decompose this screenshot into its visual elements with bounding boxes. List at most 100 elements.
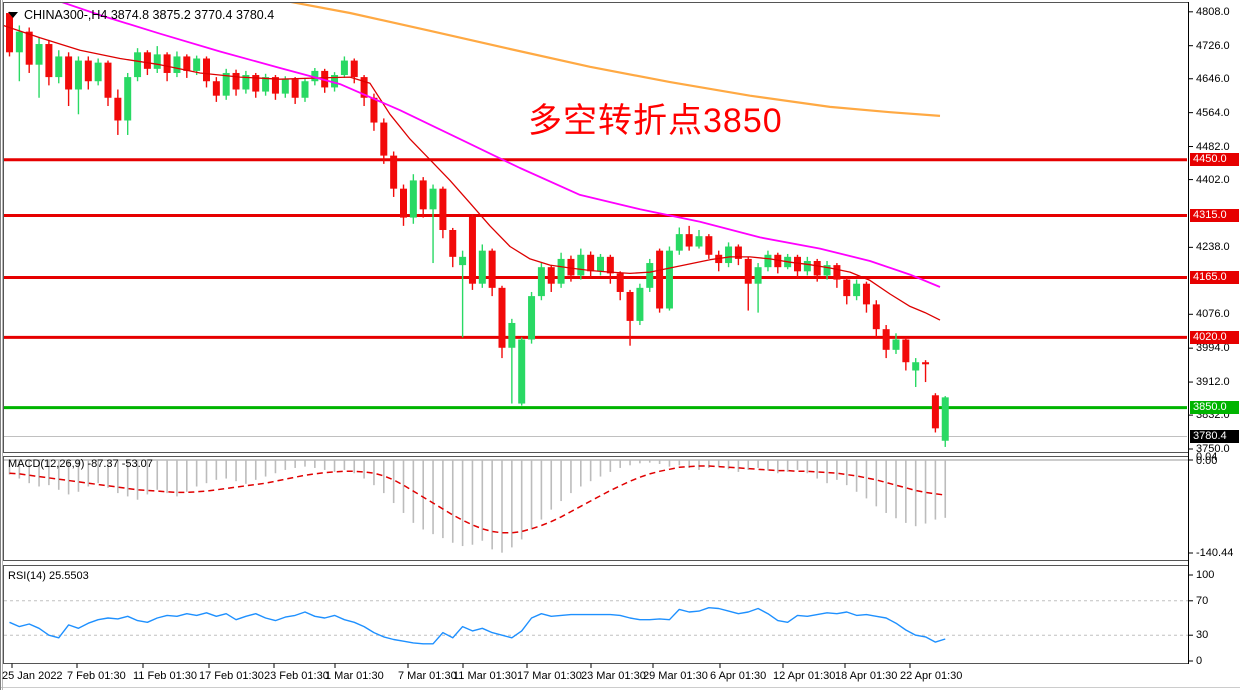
macd-max-label: 0.04 — [1196, 451, 1218, 463]
rsi-tick-label: 0 — [1196, 655, 1203, 667]
date-label: 17 Mar 01:30 — [517, 670, 582, 682]
price-tick-label: 4646.0 — [1196, 72, 1230, 85]
candle-body — [587, 254, 595, 272]
candle-body — [439, 188, 447, 230]
candle-body — [794, 256, 801, 272]
candle-body — [104, 62, 112, 98]
candle-body — [429, 188, 437, 210]
date-label: 18 Apr 01:30 — [835, 670, 898, 682]
candle-body — [754, 267, 762, 284]
price-level-badge: 4165.0 — [1190, 271, 1239, 284]
chart-dropdown-caret-icon[interactable] — [8, 12, 18, 18]
price-tick-label: 3912.0 — [1196, 376, 1230, 389]
price-tick-label: 4482.0 — [1196, 140, 1230, 153]
candle-body — [281, 79, 289, 94]
price-level-badge: 3850.0 — [1190, 401, 1239, 415]
candle-body — [400, 188, 407, 218]
candle-body — [833, 265, 841, 280]
date-label: 29 Mar 01:30 — [643, 670, 708, 682]
candle-body — [626, 291, 634, 321]
candle-body — [25, 31, 33, 65]
candle-body — [508, 322, 516, 348]
candle-body — [291, 79, 299, 98]
candle-body — [646, 263, 654, 288]
candle-body — [380, 122, 388, 156]
macd-signal-line — [9, 465, 946, 534]
candle-body — [183, 56, 191, 71]
price-tick-label: 4402.0 — [1196, 173, 1230, 186]
candle-body — [163, 54, 171, 73]
candle-body — [340, 60, 348, 76]
candle-body — [242, 75, 250, 90]
candle-body — [370, 97, 378, 123]
candle-body — [862, 283, 870, 305]
candle-body — [597, 256, 604, 272]
candle-body — [922, 362, 930, 365]
rsi-tick-label: 30 — [1196, 629, 1209, 642]
candle-body — [409, 180, 417, 218]
candle-body — [685, 234, 693, 247]
price-level-badge: 4450.0 — [1190, 153, 1239, 167]
annotation-text: 多空转折点3850 — [528, 102, 783, 140]
candle-body — [695, 236, 703, 247]
ma-red-line — [4, 25, 941, 321]
candle-body — [823, 265, 831, 276]
rsi-tick-label: 70 — [1196, 594, 1209, 607]
ma-orange-line — [290, 3, 941, 117]
candle-body — [94, 62, 102, 82]
candle-body — [193, 58, 201, 71]
chart-title-bar: CHINA300-,H4 3874.8 3875.2 3770.4 3780.4 — [8, 7, 274, 23]
price-tick-label: 4076.0 — [1196, 308, 1230, 321]
main-chart-group[interactable] — [3, 0, 1188, 447]
candle-body — [459, 256, 467, 266]
candle-body — [262, 77, 270, 92]
candle-body — [606, 256, 614, 274]
candle-body — [912, 362, 920, 371]
date-label: 1 Mar 01:30 — [325, 670, 384, 682]
candle-body — [65, 56, 73, 90]
candle-body — [941, 397, 949, 441]
candle-body — [331, 75, 339, 88]
rsi-tick-label: 100 — [1196, 569, 1215, 581]
candle-body — [764, 254, 772, 268]
date-label: 23 Mar 01:30 — [581, 670, 646, 682]
candle-body — [774, 254, 782, 268]
rsi-indicator-label: RSI(14) 25.5503 — [8, 570, 89, 582]
candle-body — [488, 250, 496, 288]
candle-body — [656, 250, 664, 309]
macd-zero-label: 0.00 — [1196, 455, 1218, 467]
macd-panel-group[interactable] — [4, 459, 1188, 553]
candle-body — [567, 258, 575, 276]
candle-body — [55, 56, 63, 78]
date-label: 11 Mar 01:30 — [453, 670, 518, 682]
main-panel-border — [3, 2, 1189, 453]
candle-body — [547, 267, 555, 284]
candle-body — [498, 287, 506, 348]
candle-body — [803, 260, 811, 272]
date-label: 17 Feb 01:30 — [199, 670, 264, 682]
candle-body — [518, 339, 526, 404]
candle-body — [813, 260, 821, 276]
candle-body — [528, 296, 536, 340]
candle-body — [616, 273, 624, 292]
rsi-panel-group[interactable] — [4, 600, 1188, 645]
candle-body — [675, 234, 683, 251]
candle-body — [222, 72, 230, 96]
candle-body — [734, 246, 742, 259]
window-left-edge — [0, 0, 1, 690]
candle-body — [931, 395, 939, 429]
candle-body — [360, 77, 368, 98]
candle-body — [212, 81, 220, 96]
candle-body — [203, 58, 210, 82]
candle-body — [872, 304, 880, 330]
price-level-badge: 4315.0 — [1190, 209, 1239, 223]
candle-body — [6, 13, 13, 53]
candle-body — [478, 250, 486, 284]
date-label: 7 Mar 01:30 — [398, 670, 457, 682]
candle-body — [271, 77, 279, 94]
price-level-badge: 4020.0 — [1190, 330, 1239, 344]
candle-body — [419, 180, 427, 210]
macd-min-label: -140.44 — [1196, 547, 1234, 559]
